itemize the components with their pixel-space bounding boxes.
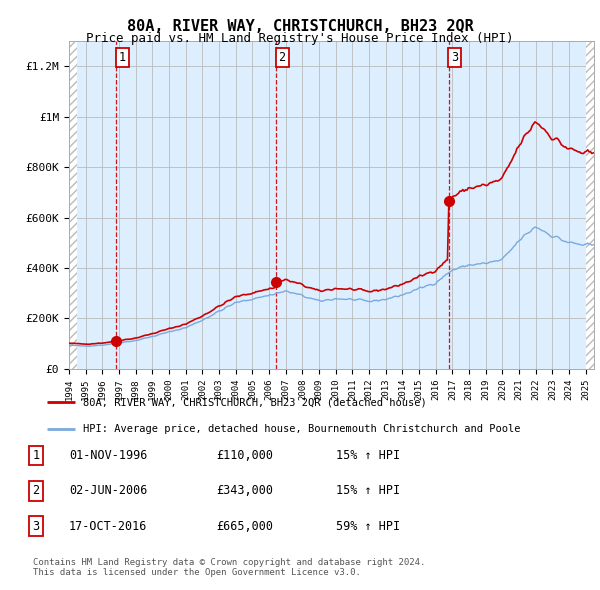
Text: 17-OCT-2016: 17-OCT-2016 (69, 520, 148, 533)
Text: £665,000: £665,000 (216, 520, 273, 533)
Text: 15% ↑ HPI: 15% ↑ HPI (336, 449, 400, 462)
Text: 3: 3 (451, 51, 458, 64)
Text: £110,000: £110,000 (216, 449, 273, 462)
Text: £343,000: £343,000 (216, 484, 273, 497)
Text: 02-JUN-2006: 02-JUN-2006 (69, 484, 148, 497)
Text: Contains HM Land Registry data © Crown copyright and database right 2024.
This d: Contains HM Land Registry data © Crown c… (33, 558, 425, 577)
Text: 80A, RIVER WAY, CHRISTCHURCH, BH23 2QR (detached house): 80A, RIVER WAY, CHRISTCHURCH, BH23 2QR (… (83, 397, 427, 407)
Text: 01-NOV-1996: 01-NOV-1996 (69, 449, 148, 462)
Text: 80A, RIVER WAY, CHRISTCHURCH, BH23 2QR: 80A, RIVER WAY, CHRISTCHURCH, BH23 2QR (127, 19, 473, 34)
Text: 1: 1 (119, 51, 126, 64)
Text: 3: 3 (32, 520, 40, 533)
Bar (69, 41, 77, 369)
Text: 2: 2 (32, 484, 40, 497)
Text: 59% ↑ HPI: 59% ↑ HPI (336, 520, 400, 533)
Text: 1: 1 (32, 449, 40, 462)
Text: Price paid vs. HM Land Registry's House Price Index (HPI): Price paid vs. HM Land Registry's House … (86, 32, 514, 45)
Text: 2: 2 (278, 51, 286, 64)
Text: HPI: Average price, detached house, Bournemouth Christchurch and Poole: HPI: Average price, detached house, Bour… (83, 424, 521, 434)
Bar (586, 41, 594, 369)
Text: 15% ↑ HPI: 15% ↑ HPI (336, 484, 400, 497)
